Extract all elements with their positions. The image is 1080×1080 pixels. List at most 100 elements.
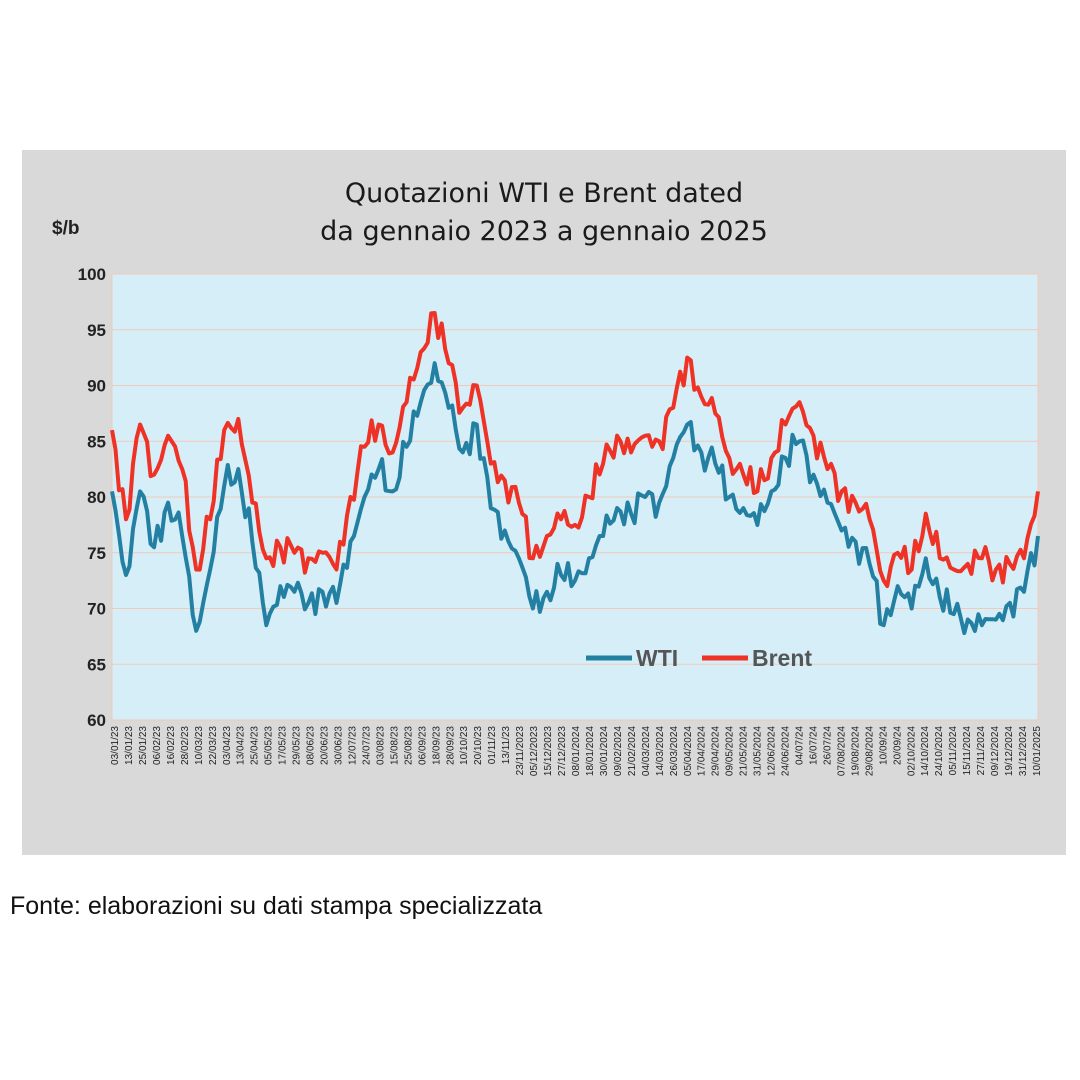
y-tick-label: 95 <box>87 321 106 340</box>
data-point-wti <box>153 546 156 549</box>
data-point-brent <box>980 557 983 560</box>
data-point-brent <box>363 445 366 448</box>
series <box>110 311 1040 635</box>
data-point-wti <box>616 507 619 510</box>
data-point-brent <box>616 434 619 437</box>
data-point-wti <box>223 484 226 487</box>
data-point-wti <box>672 456 675 459</box>
data-point-wti <box>686 423 689 426</box>
data-point-brent <box>1022 557 1025 560</box>
x-tick-label: 14/10/2024 <box>920 726 931 776</box>
x-tick-label: 05/05/23 <box>264 726 275 765</box>
data-point-wti <box>517 557 520 560</box>
data-point-wti <box>966 618 969 621</box>
series-line-wti <box>110 361 1040 635</box>
data-point-brent <box>602 462 605 465</box>
data-point-wti <box>531 607 534 610</box>
data-point-wti <box>195 629 198 632</box>
data-point-brent <box>910 568 913 571</box>
data-point-brent <box>139 423 142 426</box>
data-point-wti <box>237 468 240 471</box>
data-point-brent <box>728 456 731 459</box>
chart-title-line-1: Quotazioni WTI e Brent dated <box>345 178 743 209</box>
x-tick-label: 16/07/24 <box>808 726 819 765</box>
x-tick-label: 13/01/23 <box>124 726 135 765</box>
x-tick-label: 10/09/24 <box>878 726 889 765</box>
data-point-brent <box>307 557 310 560</box>
data-point-wti <box>349 540 352 543</box>
x-tick-label: 15/11/2024 <box>962 726 973 776</box>
x-tick-label: 27/12/2023 <box>557 726 568 776</box>
x-tick-label: 29/04/2024 <box>711 726 722 776</box>
x-tick-label: 13/04/23 <box>236 726 247 765</box>
data-point-wti <box>882 624 885 627</box>
data-point-brent <box>756 490 759 493</box>
data-point-wti <box>489 507 492 510</box>
x-tick-label: 25/04/23 <box>250 726 261 765</box>
data-point-brent <box>658 440 661 443</box>
x-tick-label: 19/12/2024 <box>1004 726 1015 776</box>
data-point-brent <box>826 468 829 471</box>
data-point-brent <box>265 557 268 560</box>
x-tick-label: 10/01/2025 <box>1032 726 1043 776</box>
data-point-brent <box>798 401 801 404</box>
data-point-wti <box>756 523 759 526</box>
data-point-wti <box>167 501 170 504</box>
y-tick-label: 75 <box>87 544 106 563</box>
data-point-wti <box>588 557 591 560</box>
data-point-wti <box>559 574 562 577</box>
data-point-wti <box>798 440 801 443</box>
x-tick-label: 31/05/2024 <box>753 726 764 776</box>
data-point-brent <box>840 490 843 493</box>
data-point-brent <box>153 473 156 476</box>
data-point-brent <box>784 423 787 426</box>
x-tick-label: 26/03/2024 <box>669 726 680 776</box>
x-tick-label: 21/02/2024 <box>627 726 638 776</box>
x-tick-label: 03/01/23 <box>110 726 121 765</box>
data-point-brent <box>868 518 871 521</box>
x-tick-label: 22/03/23 <box>208 726 219 765</box>
data-point-wti <box>854 540 857 543</box>
data-point-wti <box>391 490 394 493</box>
x-tick-label: 20/06/23 <box>320 726 331 765</box>
y-axis-label: $/b <box>52 218 79 239</box>
x-tick-label: 24/10/2024 <box>934 726 945 776</box>
data-point-brent <box>321 551 324 554</box>
data-point-wti <box>419 401 422 404</box>
data-point-wti <box>812 473 815 476</box>
x-tick-label: 10/03/23 <box>194 726 205 765</box>
data-point-wti <box>545 590 548 593</box>
data-point-brent <box>574 523 577 526</box>
y-tick-label: 80 <box>87 488 106 507</box>
source-note: Fonte: elaborazioni su dati stampa speci… <box>10 892 543 920</box>
data-point-brent <box>938 557 941 560</box>
x-tick-label: 15/12/2023 <box>543 726 554 776</box>
data-point-wti <box>714 462 717 465</box>
data-point-brent <box>349 496 352 499</box>
legend-label-brent: Brent <box>752 645 812 671</box>
x-tick-label: 12/07/23 <box>347 726 358 765</box>
data-point-wti <box>139 490 142 493</box>
data-point-wti <box>700 451 703 454</box>
x-tick-label: 01/11/23 <box>487 726 498 765</box>
data-point-brent <box>812 434 815 437</box>
data-point-brent <box>489 462 492 465</box>
x-tick-label: 25/01/23 <box>138 726 149 765</box>
x-tick-label: 20/09/24 <box>892 726 903 765</box>
data-point-wti <box>980 624 983 627</box>
data-point-brent <box>209 518 212 521</box>
x-tick-label: 10/10/23 <box>459 726 470 765</box>
data-point-brent <box>686 356 689 359</box>
data-point-wti <box>1008 601 1011 604</box>
data-point-wti <box>630 512 633 515</box>
x-tick-label: 18/09/23 <box>431 726 442 765</box>
x-tick-label: 02/10/2024 <box>906 726 917 776</box>
data-point-brent <box>461 406 464 409</box>
data-point-wti <box>784 456 787 459</box>
data-point-wti <box>307 601 310 604</box>
data-point-brent <box>419 351 422 354</box>
data-point-brent <box>391 451 394 454</box>
data-point-wti <box>265 624 268 627</box>
x-tick-label: 17/05/23 <box>278 726 289 765</box>
data-point-wti <box>602 535 605 538</box>
